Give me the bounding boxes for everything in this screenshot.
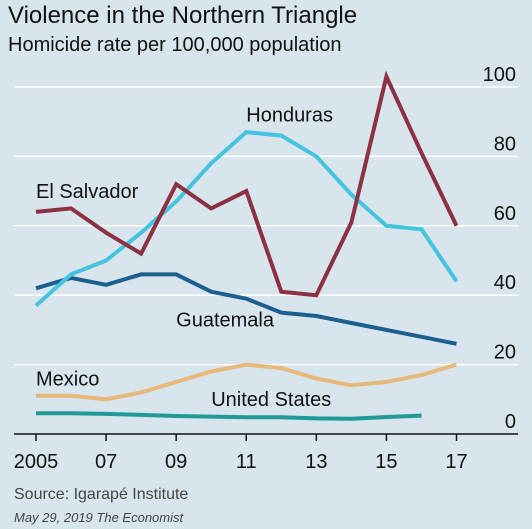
- y-tick-label-40: 40: [494, 272, 516, 294]
- series-line-el-salvador: [35, 70, 459, 298]
- x-tick-label-2005: 2005: [14, 451, 59, 473]
- chart-title: Violence in the Northern Triangle: [8, 2, 358, 29]
- series-line-mexico: [36, 362, 458, 402]
- publisher-name: The Economist: [96, 510, 184, 525]
- series-line-united-states: [36, 411, 422, 421]
- x-tick-label-2015: 15: [375, 451, 397, 473]
- series-label-mexico: Mexico: [36, 368, 99, 390]
- series-lines: [34, 70, 459, 421]
- y-tick-label-80: 80: [494, 133, 516, 155]
- y-axis-ticks: 0 20 40 60 80 100: [483, 64, 516, 433]
- dateline-date: May 29, 2019: [14, 510, 93, 525]
- x-tick-label-2017: 17: [445, 451, 467, 473]
- series-labels: Honduras El Salvador Guatemala Mexico United…: [36, 105, 333, 412]
- series-line-honduras: [34, 130, 459, 308]
- series-line-guatemala: [35, 272, 457, 346]
- series-label-guatemala: Guatemala: [176, 309, 275, 331]
- series-label-honduras: Honduras: [246, 105, 333, 127]
- series-label-el-salvador: El Salvador: [36, 181, 139, 203]
- x-axis: 2005 07 09 11 13 15 17: [14, 433, 518, 473]
- y-tick-label-20: 20: [494, 342, 516, 364]
- x-tick-label-2013: 13: [305, 451, 327, 473]
- y-tick-label-0: 0: [505, 411, 516, 433]
- x-tick-label-2011: 11: [236, 451, 257, 473]
- chart-subtitle: Homicide rate per 100,000 population: [8, 34, 342, 56]
- dateline: May 29, 2019 The Economist: [14, 510, 183, 525]
- x-tick-label-2009: 09: [165, 451, 187, 473]
- x-tick-label-2007: 07: [95, 451, 117, 473]
- series-label-united-states: United States: [211, 389, 331, 411]
- source-note: Source: Igarapé Institute: [14, 486, 189, 503]
- y-tick-label-100: 100: [483, 64, 516, 86]
- y-tick-label-60: 60: [494, 203, 516, 225]
